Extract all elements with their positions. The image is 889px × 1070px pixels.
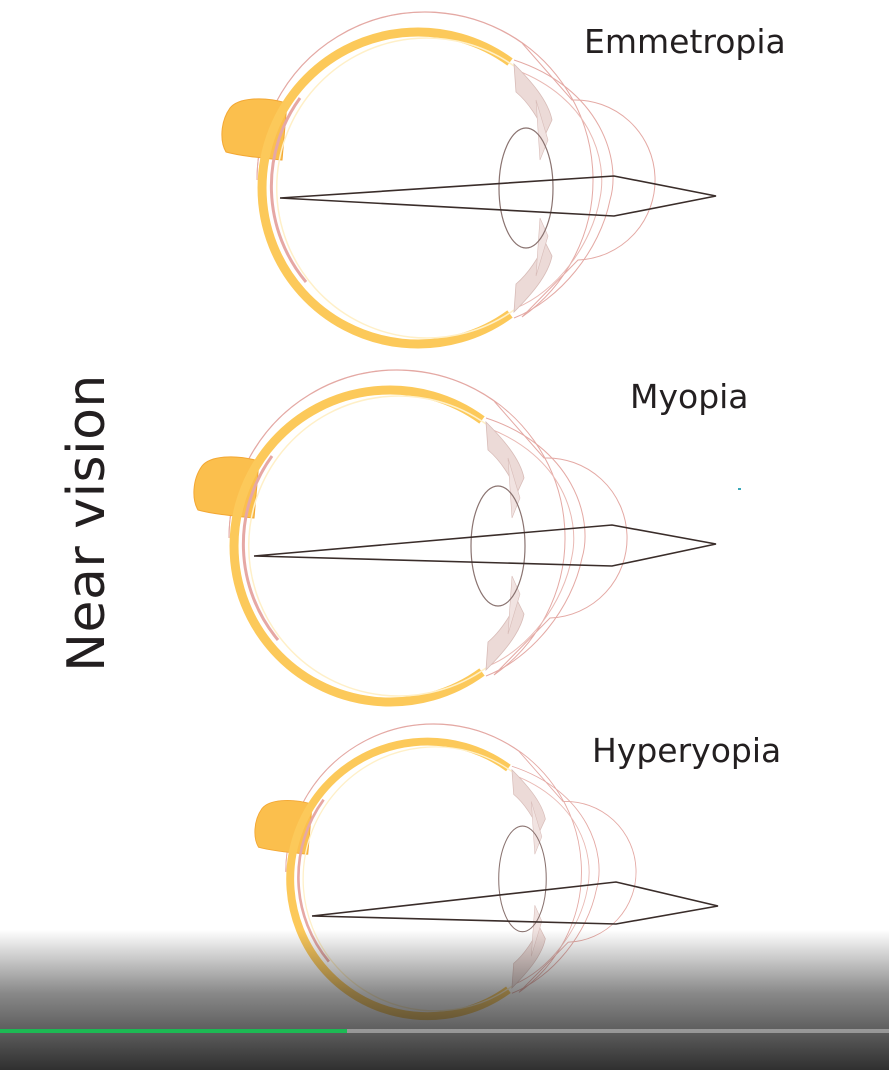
- eye-emmetropia: [222, 12, 717, 344]
- title-myopia: Myopia: [630, 377, 749, 416]
- video-progress-bar[interactable]: [0, 1029, 889, 1033]
- video-controls-overlay: [0, 930, 889, 1070]
- light-rays-hyperopia: [311, 881, 719, 925]
- light-rays-myopia: [253, 524, 717, 567]
- eye-myopia: [194, 370, 717, 702]
- near-vision-label: Near vision: [57, 374, 117, 672]
- title-emmetropia: Emmetropia: [584, 22, 786, 61]
- eye-hyperopia: [255, 724, 719, 1016]
- light-rays-emmetropia: [279, 175, 717, 217]
- stray-dot: [738, 488, 741, 490]
- video-progress-fill: [0, 1029, 347, 1033]
- title-hyperopia: Hyperyopia: [592, 731, 782, 770]
